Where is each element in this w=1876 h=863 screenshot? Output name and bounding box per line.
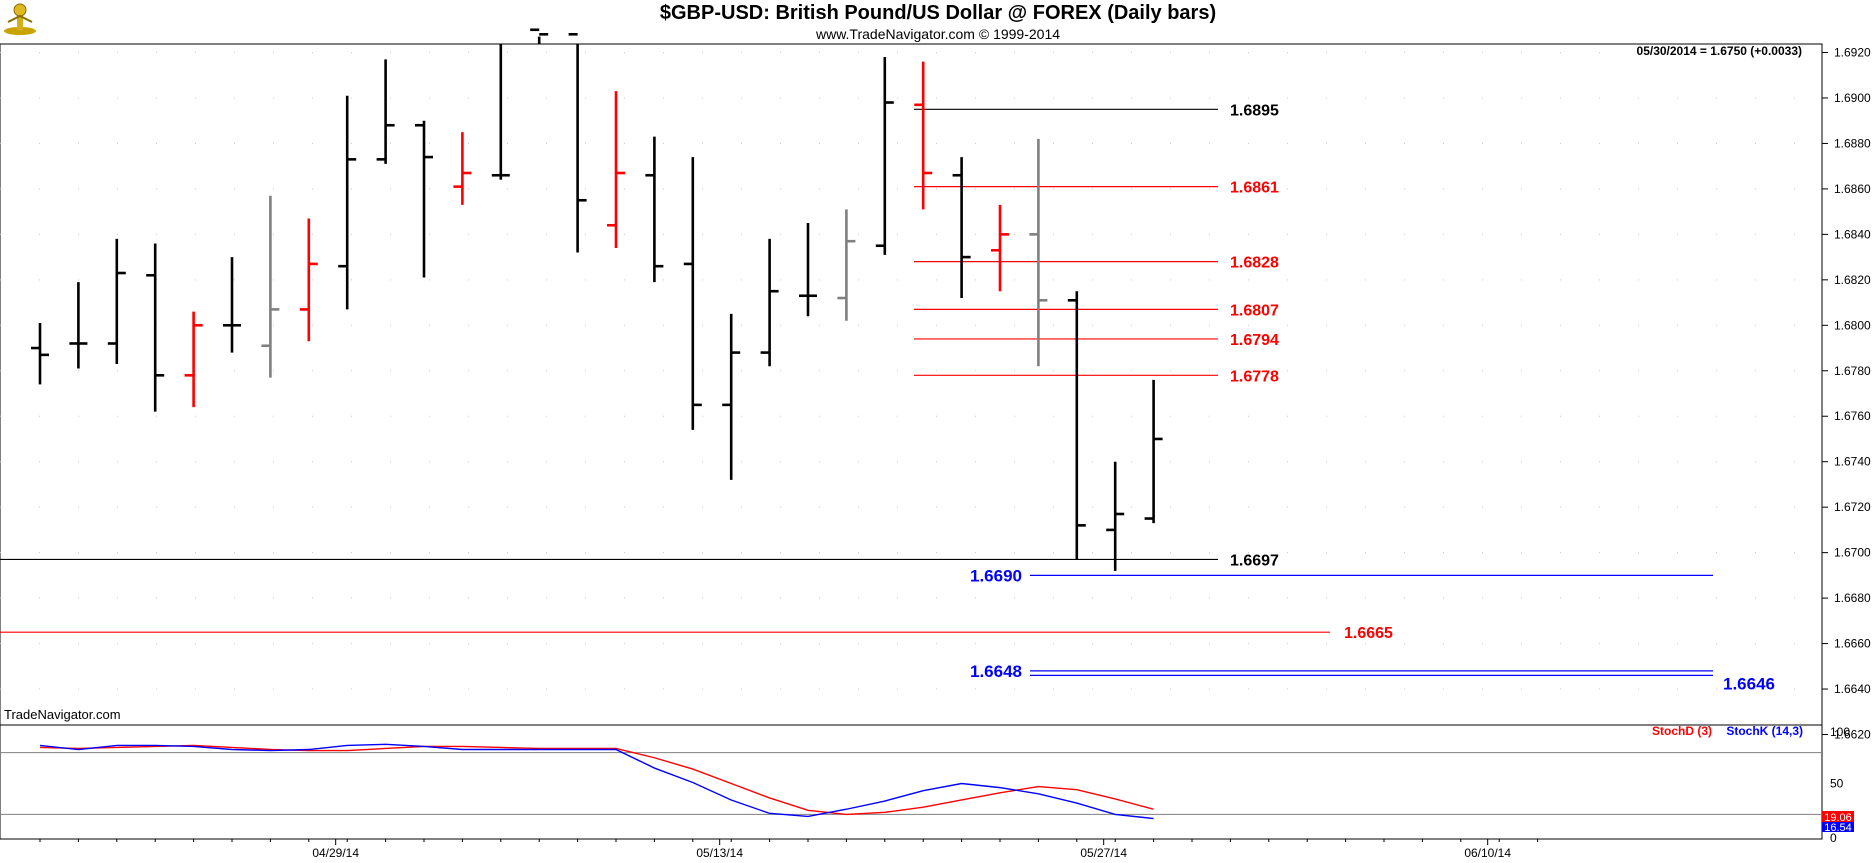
trade-navigator-logo (2, 2, 38, 41)
ohlc-bar (453, 132, 472, 205)
watermark: TradeNavigator.com (4, 707, 121, 722)
level-label: 1.6665 (1344, 625, 1393, 642)
stoch-tick-label: 100 (1830, 725, 1850, 739)
level-label: 1.6778 (1230, 368, 1279, 385)
chart-subtitle: www.TradeNavigator.com © 1999-2014 (815, 26, 1061, 42)
chart-header: $GBP-USD: British Pound/US Dollar @ FORE… (0, 0, 1876, 44)
ohlc-bar (530, 28, 549, 44)
price-tick-label: 1.6620 (1834, 728, 1871, 742)
ohlc-bar (376, 59, 395, 164)
ohlc-bar (799, 223, 817, 317)
ohlc-bar (1106, 461, 1125, 571)
ohlc-bar (760, 238, 779, 367)
ohlc-bars (31, 28, 1163, 571)
price-tick-label: 1.6880 (1834, 136, 1871, 150)
ohlc-bar (1029, 138, 1048, 367)
stoch-last-value: 19.06 (1824, 812, 1852, 824)
ohlc-bar (338, 95, 357, 310)
ohlc-bar (299, 218, 318, 342)
ohlc-bar (107, 238, 126, 364)
x-tick-label: 04/29/14 (312, 846, 359, 860)
ohlc-bar (184, 311, 203, 408)
x-tick-label: 05/13/14 (696, 846, 743, 860)
price-tick-label: 1.6860 (1834, 182, 1871, 196)
legend-stochd: StochD (3) (1652, 724, 1712, 738)
level-label: 1.6690 (970, 566, 1022, 585)
ohlc-bar (1067, 291, 1086, 560)
last-quote: 05/30/2014 = 1.6750 (+0.0033) (1637, 44, 1802, 58)
stoch-tick-label: 50 (1830, 777, 1844, 791)
level-label: 1.6861 (1230, 180, 1279, 197)
price-tick-label: 1.6740 (1834, 455, 1871, 469)
stochastic-y-axis: 50 100 0 (1830, 725, 1850, 845)
ohlc-bar (607, 91, 625, 249)
stoch-series-line (39, 743, 1154, 820)
level-label: 1.6648 (970, 662, 1022, 681)
price-tick-label: 1.6920 (1834, 46, 1871, 60)
price-tick-label: 1.6900 (1834, 91, 1871, 105)
stoch-series-line (39, 744, 1154, 816)
level-lines (0, 108, 1713, 738)
x-tick-label: 06/10/14 (1464, 846, 1511, 860)
chart-title: $GBP-USD: British Pound/US Dollar @ FORE… (659, 2, 1217, 24)
ohlc-bar (837, 209, 856, 321)
ohlc-bar (1144, 379, 1163, 524)
legend-stochk: StochK (14,3) (1726, 724, 1803, 738)
level-label: 1.6895 (1230, 102, 1279, 119)
ohlc-bar (683, 157, 702, 430)
price-panel (0, 43, 1823, 726)
ohlc-bar (875, 57, 894, 255)
ohlc-bar (645, 136, 664, 283)
ohlc-bar (146, 243, 165, 412)
price-tick-label: 1.6660 (1834, 637, 1871, 651)
price-tick-label: 1.6680 (1834, 591, 1871, 605)
stoch-last-value-badge-top (1822, 811, 1854, 822)
price-tick-label: 1.6840 (1834, 227, 1871, 241)
stoch-last-value-2: 16.54 (1824, 822, 1852, 834)
x-tick-label: 05/27/14 (1080, 846, 1127, 860)
level-label: 1.6646 (1723, 674, 1775, 693)
stochastic-grid (0, 752, 1822, 815)
level-label: 1.6807 (1230, 302, 1279, 319)
ohlc-bar (568, 33, 587, 253)
ohlc-bar (722, 313, 741, 480)
ohlc-bar (914, 61, 933, 210)
price-tick-label: 1.6760 (1834, 409, 1871, 423)
ohlc-bar (261, 195, 280, 378)
ohlc-bar (415, 120, 433, 278)
price-y-axis: 1.6620 1.6640 1.6660 1.6680 1.6700 1.6720 1.67… (1822, 46, 1871, 742)
ohlc-bar (69, 282, 88, 369)
ohlc-bar (223, 257, 241, 353)
price-tick-label: 1.6700 (1834, 546, 1871, 560)
price-tick-label: 1.6640 (1834, 682, 1871, 696)
x-axis: 04/29/14 05/13/14 05/27/14 06/10/14 (39, 839, 1539, 860)
ohlc-bar (952, 157, 971, 299)
stochastic-panel (0, 724, 1823, 840)
ohlc-bar (491, 44, 510, 180)
price-tick-label: 1.6720 (1834, 500, 1871, 514)
price-tick-label: 1.6800 (1834, 318, 1871, 332)
price-tick-label: 1.6780 (1834, 364, 1871, 378)
ohlc-bar (31, 323, 49, 385)
ohlc-bar (991, 204, 1009, 292)
stochastic-lines (39, 743, 1154, 820)
price-tick-label: 1.6820 (1834, 273, 1871, 287)
stoch-tick-label-zero: 0 (1830, 831, 1837, 845)
level-label: 1.6794 (1230, 332, 1279, 349)
level-label: 1.6828 (1230, 255, 1279, 272)
level-label: 1.6697 (1230, 552, 1279, 569)
